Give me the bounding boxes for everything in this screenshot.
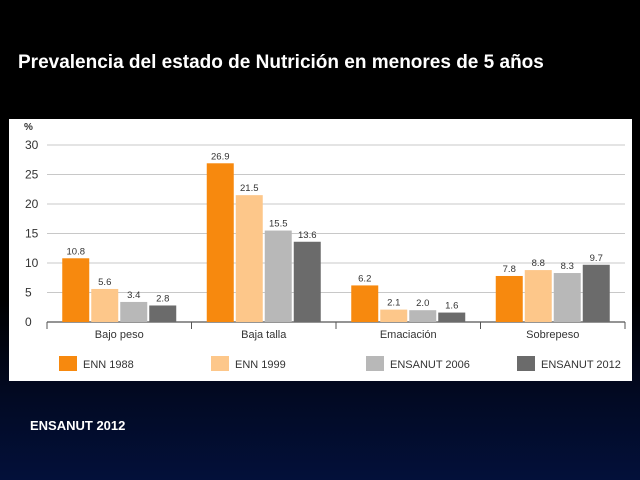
data-label: 3.4 — [127, 290, 140, 301]
y-tick-label: 0 — [25, 315, 32, 329]
y-axis-unit-label: % — [24, 122, 33, 133]
bar — [264, 230, 292, 322]
data-label: 8.3 — [561, 261, 574, 272]
legend-swatch — [211, 356, 229, 371]
slide-title: Prevalencia del estado de Nutrición en m… — [18, 52, 544, 73]
data-label: 26.9 — [211, 151, 230, 162]
source-label: ENSANUT 2012 — [30, 418, 126, 433]
x-category-label: Emaciación — [380, 329, 437, 341]
y-tick-label: 20 — [25, 197, 39, 211]
y-tick-label: 5 — [25, 286, 32, 300]
data-label: 1.6 — [445, 301, 458, 312]
y-tick-label: 15 — [25, 227, 39, 241]
bar — [495, 275, 523, 322]
legend-swatch — [517, 356, 535, 371]
bar — [438, 312, 466, 322]
bar — [62, 258, 90, 322]
bar — [524, 270, 552, 322]
x-category-label: Bajo peso — [95, 329, 144, 341]
data-label: 21.5 — [240, 183, 259, 194]
legend-label: ENSANUT 2006 — [390, 359, 470, 371]
legend-label: ENN 1999 — [235, 359, 286, 371]
data-label: 2.1 — [387, 298, 400, 309]
data-label: 13.6 — [298, 230, 317, 241]
bar — [553, 273, 581, 322]
x-category-label: Baja talla — [241, 329, 287, 341]
legend-swatch — [59, 356, 77, 371]
x-category-label: Sobrepeso — [526, 329, 579, 341]
data-label: 10.8 — [67, 246, 86, 257]
legend-swatch — [366, 356, 384, 371]
data-label: 2.8 — [156, 293, 169, 304]
bar — [149, 305, 177, 322]
bar — [351, 285, 379, 322]
bar — [235, 195, 263, 322]
bar — [380, 309, 408, 322]
data-label: 5.6 — [98, 277, 111, 288]
data-label: 2.0 — [416, 298, 429, 309]
bar — [582, 264, 610, 322]
bar — [409, 310, 437, 322]
y-tick-label: 30 — [25, 138, 39, 152]
data-label: 6.2 — [358, 273, 371, 284]
bar-chart: % 0 5 10 15 20 25 30 10.8 5.6 3.4 2.8 Bajo peso 26.9 2… — [24, 122, 626, 371]
data-label: 9.7 — [590, 253, 603, 264]
y-tick-label: 10 — [25, 256, 39, 270]
bar — [206, 163, 234, 322]
legend-label: ENN 1988 — [83, 359, 134, 371]
data-label: 15.5 — [269, 219, 288, 230]
legend-label: ENSANUT 2012 — [541, 359, 621, 371]
data-label: 7.8 — [503, 264, 516, 275]
bar — [120, 301, 148, 322]
bar — [293, 241, 321, 322]
data-label: 8.8 — [532, 258, 545, 269]
chart-panel: % 0 5 10 15 20 25 30 10.8 5.6 3.4 2.8 Bajo peso 26.9 2… — [9, 119, 632, 381]
bar — [91, 288, 119, 322]
y-tick-label: 25 — [25, 168, 39, 182]
